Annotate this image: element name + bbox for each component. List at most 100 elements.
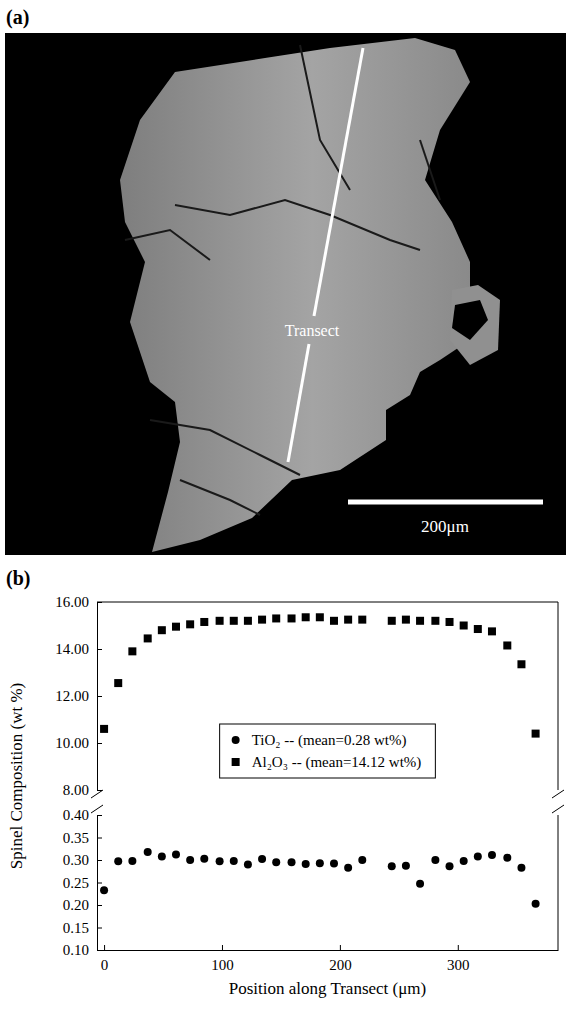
tick-label: 0.25 bbox=[63, 875, 89, 891]
data-point bbox=[158, 626, 166, 634]
image-panel: (a)Transect200μm bbox=[5, 6, 566, 555]
data-point bbox=[446, 618, 454, 626]
panel-label: (b) bbox=[6, 567, 30, 590]
tick-mark bbox=[97, 743, 102, 744]
data-point bbox=[402, 862, 410, 870]
data-point bbox=[446, 862, 454, 870]
tick: 100 bbox=[211, 945, 234, 973]
series-points bbox=[100, 848, 540, 908]
data-point bbox=[158, 852, 166, 860]
image-background bbox=[5, 33, 566, 555]
tick-mark bbox=[97, 790, 102, 791]
data-point bbox=[330, 617, 338, 625]
tick-label: 10.00 bbox=[55, 735, 89, 751]
tick-label: 0.20 bbox=[63, 897, 89, 913]
data-point bbox=[330, 860, 338, 868]
legend-marker bbox=[232, 758, 240, 766]
panel-label: (a) bbox=[6, 6, 29, 29]
data-point bbox=[460, 857, 468, 865]
tick: 200 bbox=[329, 945, 352, 973]
transect-label: Transect bbox=[285, 322, 340, 339]
tick: 0.20 bbox=[63, 897, 102, 913]
series-points bbox=[100, 613, 540, 737]
scale-bar bbox=[348, 500, 543, 505]
tick: 0.10 bbox=[63, 942, 102, 958]
tick-label: 0 bbox=[101, 957, 109, 973]
grain bbox=[120, 38, 470, 552]
tick-mark bbox=[97, 883, 102, 884]
data-point bbox=[288, 858, 296, 866]
transect-line bbox=[314, 48, 363, 316]
data-point bbox=[272, 614, 280, 622]
grain-fragment bbox=[450, 285, 500, 365]
tick-mark bbox=[104, 945, 105, 950]
data-point bbox=[186, 620, 194, 628]
x-axis-title: Position along Transect (μm) bbox=[229, 979, 427, 998]
data-point bbox=[517, 660, 525, 668]
axis-break bbox=[91, 790, 103, 798]
data-point bbox=[128, 647, 136, 655]
data-point bbox=[230, 617, 238, 625]
data-point bbox=[288, 614, 296, 622]
data-point bbox=[258, 855, 266, 863]
data-point bbox=[100, 886, 108, 894]
tick-label: 0.10 bbox=[63, 942, 89, 958]
data-point bbox=[402, 616, 410, 624]
data-point bbox=[186, 856, 194, 864]
grain-hole bbox=[452, 300, 488, 340]
y2-axis: 8.0010.0012.0014.0016.00 bbox=[55, 594, 102, 798]
tick-label: 300 bbox=[447, 957, 470, 973]
data-point bbox=[474, 852, 482, 860]
data-point bbox=[503, 854, 511, 862]
tick: 12.00 bbox=[55, 688, 102, 704]
chart-panel: (b)0.100.150.200.250.300.350.408.0010.00… bbox=[6, 567, 564, 998]
crack bbox=[125, 230, 210, 260]
legend-box bbox=[220, 724, 436, 778]
tick: 8.00 bbox=[63, 782, 102, 798]
tick-mark bbox=[97, 815, 102, 816]
data-point bbox=[128, 857, 136, 865]
data-point bbox=[474, 625, 482, 633]
tick-mark bbox=[97, 602, 102, 603]
data-point bbox=[216, 617, 224, 625]
tick-label: 200 bbox=[329, 957, 352, 973]
data-point bbox=[532, 900, 540, 908]
data-point bbox=[302, 613, 310, 621]
transect-line bbox=[288, 344, 309, 462]
tick-mark bbox=[222, 945, 223, 950]
data-point bbox=[172, 623, 180, 631]
frame-line bbox=[558, 815, 559, 950]
legend-marker bbox=[232, 736, 240, 744]
tick-mark bbox=[340, 945, 341, 950]
data-point bbox=[344, 616, 352, 624]
data-point bbox=[388, 617, 396, 625]
axis-break bbox=[552, 805, 564, 813]
frame-line bbox=[558, 602, 559, 790]
data-point bbox=[216, 857, 224, 865]
data-point bbox=[100, 725, 108, 733]
data-point bbox=[488, 851, 496, 859]
tick: 0.35 bbox=[63, 830, 102, 846]
data-point bbox=[416, 880, 424, 888]
tick-mark bbox=[97, 838, 102, 839]
frame-line bbox=[97, 602, 558, 603]
data-point bbox=[302, 860, 310, 868]
data-point bbox=[200, 618, 208, 626]
tick-mark bbox=[97, 928, 102, 929]
tick-label: 0.30 bbox=[63, 852, 89, 868]
tick: 0.25 bbox=[63, 875, 102, 891]
data-point bbox=[144, 848, 152, 856]
tick-label: 0.35 bbox=[63, 830, 89, 846]
crack bbox=[420, 140, 440, 200]
figure: (a)Transect200μm(b)0.100.150.200.250.300… bbox=[0, 0, 571, 1011]
tick-label: 100 bbox=[211, 957, 234, 973]
tick: 14.00 bbox=[55, 641, 102, 657]
crack bbox=[150, 420, 300, 475]
tick: 10.00 bbox=[55, 735, 102, 751]
tick: 0.15 bbox=[63, 920, 102, 936]
data-point bbox=[172, 851, 180, 859]
tick-mark bbox=[458, 945, 459, 950]
data-point bbox=[388, 862, 396, 870]
tick-mark bbox=[97, 696, 102, 697]
legend: TiO₂ -- (mean=0.28 wt%)Al₂O₃ -- (mean=14… bbox=[220, 724, 436, 778]
